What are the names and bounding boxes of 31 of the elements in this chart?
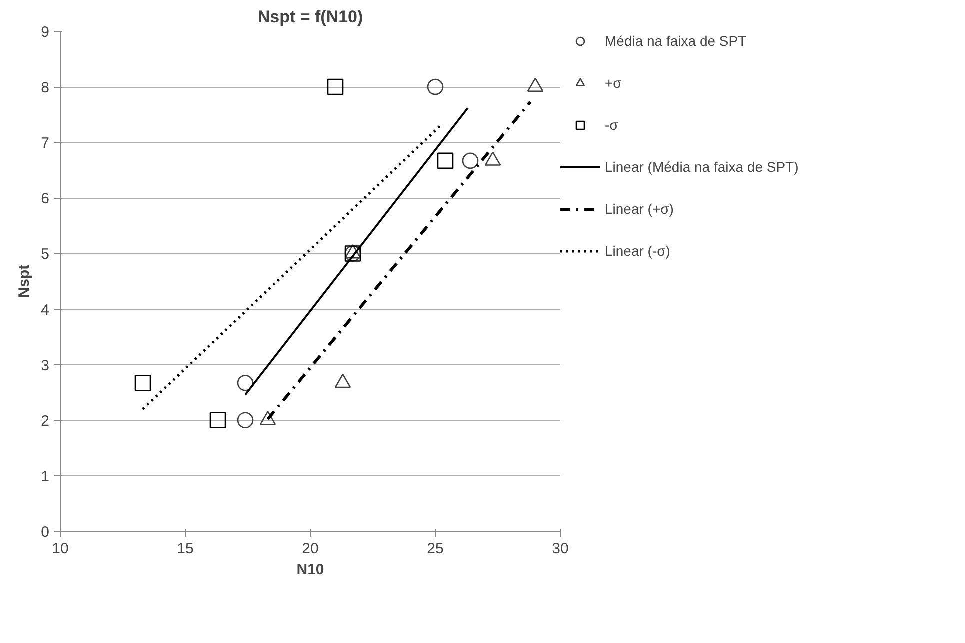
legend-label: Linear (+σ) [605,201,674,217]
legend-label: +σ [605,75,623,91]
x-tick-label: 10 [52,540,69,558]
x-tick-label: 15 [177,540,194,558]
y-tick-label: 8 [41,80,50,97]
legend-label: -σ [605,117,620,133]
point [237,412,254,429]
chart-title: Nspt = f(N10) [258,8,364,26]
y-tick-label: 2 [41,412,50,430]
y-tick-label: 3 [41,357,50,374]
point [462,152,479,170]
x-tick-label: 25 [427,540,444,558]
y-tick-label: 9 [41,24,50,41]
point [210,412,226,429]
y-tick-label: 1 [41,468,50,486]
point [134,375,152,392]
point [327,78,344,96]
y-tick-label: 7 [41,135,50,152]
y-tick-label: 6 [41,190,50,208]
y-axis-title: Nspt [16,264,34,298]
legend-label: Média na faixa de SPT [605,33,747,49]
legend-label: Linear (Média na faixa de SPT) [605,159,799,175]
y-tick-label: 0 [41,524,50,541]
x-tick-label: 30 [552,540,569,558]
legend-label: Linear (-σ) [605,243,670,259]
x-tick-label: 20 [302,540,319,558]
x-axis-title: N10 [296,562,324,578]
point [437,152,454,170]
point [427,78,444,96]
y-tick-label: 5 [41,246,50,264]
y-tick-label: 4 [41,302,50,319]
